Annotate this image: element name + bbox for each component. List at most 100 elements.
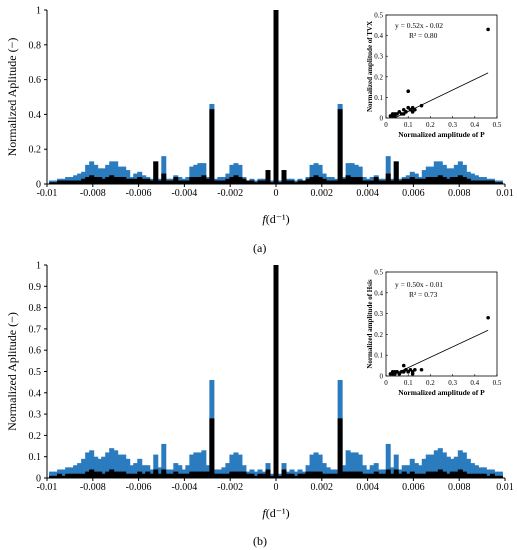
bar-black [421,473,427,478]
bar-black [361,180,367,184]
bar-blue [233,452,239,478]
bar-black [213,473,219,478]
bar-black [197,177,203,184]
bar-black [229,471,235,478]
bar-black [169,473,175,478]
bar-blue [357,454,363,478]
bar-blue [65,467,71,478]
bar-blue [89,450,95,478]
inset-x-tick-label: 0.1 [404,121,413,129]
bar-black [405,473,411,478]
bar-blue [97,168,103,184]
bar-black [353,471,359,478]
bar-black [297,473,303,478]
bar-blue [457,161,463,184]
x-tick-label: 0.01 [496,188,514,199]
inset-fit-line [394,329,489,375]
bar-blue [345,450,351,478]
bar-black [377,473,383,478]
bar-black [189,177,195,184]
inset-point [401,363,406,368]
bar-blue [441,452,447,478]
bar-blue [97,458,103,478]
bar-black [221,473,227,478]
bar-black [429,177,435,184]
inset-x-label: Normalized amplitude of P [398,130,485,139]
bar-black [245,473,251,478]
bar-black [277,475,283,478]
bar-blue [229,454,235,478]
bar-black [469,473,475,478]
bar-black [149,180,155,184]
bar-black [469,180,475,184]
bar-black [485,475,491,478]
y-tick-label: 0 [36,474,41,485]
bar-blue [65,177,71,184]
bar-black [341,471,347,478]
bar-blue [369,177,375,184]
inset-y-label: Normalized amplitude of Hsis [366,279,374,369]
bar-black [453,177,459,184]
bar-blue [177,177,183,184]
inset-x-label: Normalized amplitude of P [398,388,485,397]
bar-blue [105,452,111,478]
bar-black [425,177,431,184]
bar-black [437,469,443,478]
y-tick-label: 0.9 [29,282,42,293]
bar-black [249,473,255,478]
bar-blue [61,469,67,478]
bar-blue [349,452,355,478]
bar-black [117,471,123,478]
bar-black [189,471,195,478]
bar-black [149,473,155,478]
bar-blue [157,467,163,478]
bar-black [365,473,371,478]
bar-black [129,473,135,478]
bar-black [305,471,311,478]
bar-black [49,182,55,184]
inset-x-tick-label: 0 [384,121,388,129]
bar-blue [121,454,127,478]
bar-black [321,178,327,184]
bar-black [213,180,219,184]
bar-blue [465,458,471,478]
inset-y-tick-label: 0.2 [374,331,383,339]
bar-black [281,170,287,184]
bar-black [105,177,111,184]
bar-black [441,471,447,478]
bar-black [325,473,331,478]
inset-point [390,372,395,376]
y-tick-label: 0.6 [29,346,42,357]
inset-x-tick-label: 0.4 [470,121,479,129]
bar-blue [85,452,91,478]
bar-black [209,418,215,478]
bar-black [193,471,199,478]
bar-black [57,180,63,184]
bar-black [365,180,371,184]
bar-black [89,175,95,184]
x-tick-label: -0.01 [37,482,58,493]
bar-black [493,182,499,184]
bar-black [181,180,187,184]
inset-scatter: 0 0.1 0.2 0.3 0.4 0.5 0 0.1 0.2 0.3 0.4 0.5 y = 0.52… [366,12,502,140]
bar-blue [361,177,367,184]
bar-blue [473,175,479,184]
bar-blue [89,161,95,184]
bar-blue [385,156,391,184]
bar-black [285,473,291,478]
y-tick-label: 0 [36,180,41,191]
y-tick-label: 0.2 [29,145,42,156]
inset-point [413,367,417,372]
bar-blue [81,171,87,184]
bar-blue [493,471,499,478]
bar-black [177,180,183,184]
bar-black [385,469,391,478]
bar-black [393,469,399,478]
bar-blue [101,168,107,184]
bar-black [93,471,99,478]
inset-point [401,370,406,374]
x-tick-label: -0.008 [80,482,106,493]
bar-blue [133,463,139,478]
bar-black [465,178,471,184]
bar-black [121,177,127,184]
